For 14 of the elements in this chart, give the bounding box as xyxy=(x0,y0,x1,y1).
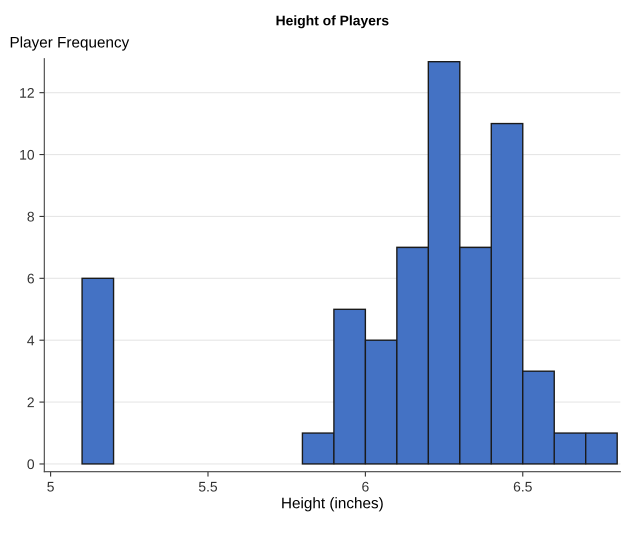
chart-title: Height of Players xyxy=(276,15,388,28)
y-tick-label: 4 xyxy=(27,336,34,346)
y-tick-label: 0 xyxy=(27,459,34,470)
x-tick-label: 6 xyxy=(362,482,369,492)
x-tick-label: 5 xyxy=(47,482,54,492)
y-tick-label: 6 xyxy=(28,274,34,284)
x-tick-label: 5.5 xyxy=(198,482,218,492)
y-axis-title: Player Frequency xyxy=(10,36,130,51)
y-tick-label: 2 xyxy=(28,397,34,408)
y-tick-label: 8 xyxy=(27,212,34,222)
x-axis-title: Height (inches) xyxy=(282,497,383,512)
y-tick-label: 12 xyxy=(20,88,34,98)
y-tick-label: 10 xyxy=(20,150,34,160)
x-tick-label: 6.5 xyxy=(514,482,532,492)
